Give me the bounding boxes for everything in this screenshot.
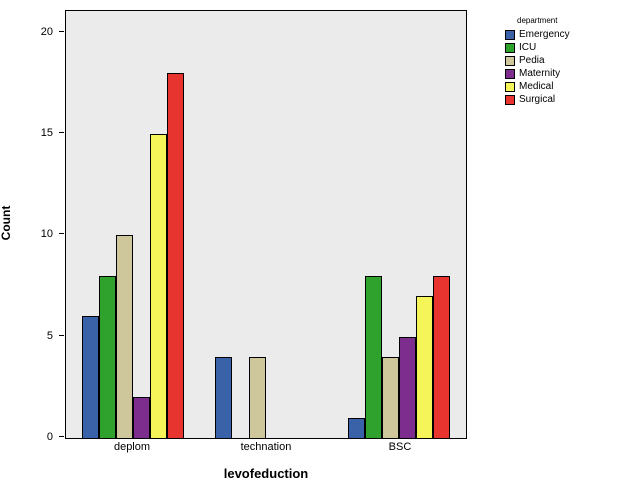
bar-icu-BSC [365,276,383,438]
legend-label: Surgical [519,94,556,105]
x-tick-label-technation: technation [240,441,292,453]
bar-group-BSC [333,11,466,438]
legend-item-pedia: Pedia [505,55,620,66]
y-tick-mark [59,436,64,437]
bar-medical-deplom [149,134,167,438]
y-tick-label-20: 20 [40,26,53,38]
bar-maternity-deplom [132,397,150,438]
bar-pedia-technation [248,357,266,438]
bar-pedia-deplom [115,235,133,438]
legend-swatch-pedia [505,55,515,66]
bar-group-technation [199,11,332,438]
legend-label: Maternity [519,68,561,79]
legend-swatch-emergency [505,29,515,40]
bar-surgical-deplom [166,73,184,438]
legend-items: Emergency ICU Pedia Maternity Medical Surgica… [505,29,620,105]
y-axis-ticks: 0 5 10 15 20 [0,10,65,443]
legend-item-maternity: Maternity [505,68,620,79]
y-tick-label-5: 5 [46,330,53,342]
x-tick-label-deplom: deplom [113,441,151,453]
bar-emergency-technation [214,357,232,438]
y-tick-label-10: 10 [40,228,53,240]
legend-item-icu: ICU [505,42,620,53]
legend-label: ICU [519,42,537,53]
plot-area [65,10,467,439]
y-tick-mark [59,132,64,133]
legend-label: Pedia [519,55,545,66]
bar-icu-deplom [98,276,116,438]
bar-emergency-BSC [348,418,366,438]
legend-item-medical: Medical [505,81,620,92]
legend-label: Medical [519,81,554,92]
legend-swatch-icu [505,42,515,53]
y-tick-label-0: 0 [46,431,53,443]
bar-group-deplom [66,11,199,438]
legend-swatch-medical [505,81,515,92]
x-axis-title: levofeduction [223,466,309,481]
legend: department Emergency ICU Pedia Maternity Med… [505,16,620,107]
bar-surgical-BSC [433,276,451,438]
legend-swatch-surgical [505,94,515,105]
bar-pedia-BSC [382,357,400,438]
legend-item-surgical: Surgical [505,94,620,105]
y-tick-mark [59,233,64,234]
legend-title: department [517,16,558,25]
y-tick-mark [59,31,64,32]
bar-medical-BSC [416,296,434,438]
x-axis-ticks: deplom technation BSC [65,441,467,453]
x-tick-label-BSC: BSC [388,441,412,453]
y-tick-mark [59,335,64,336]
legend-item-emergency: Emergency [505,29,620,40]
y-tick-label-15: 15 [40,127,53,139]
legend-swatch-maternity [505,68,515,79]
bar-maternity-BSC [399,337,417,438]
bar-emergency-deplom [81,316,99,438]
legend-label: Emergency [519,29,570,40]
